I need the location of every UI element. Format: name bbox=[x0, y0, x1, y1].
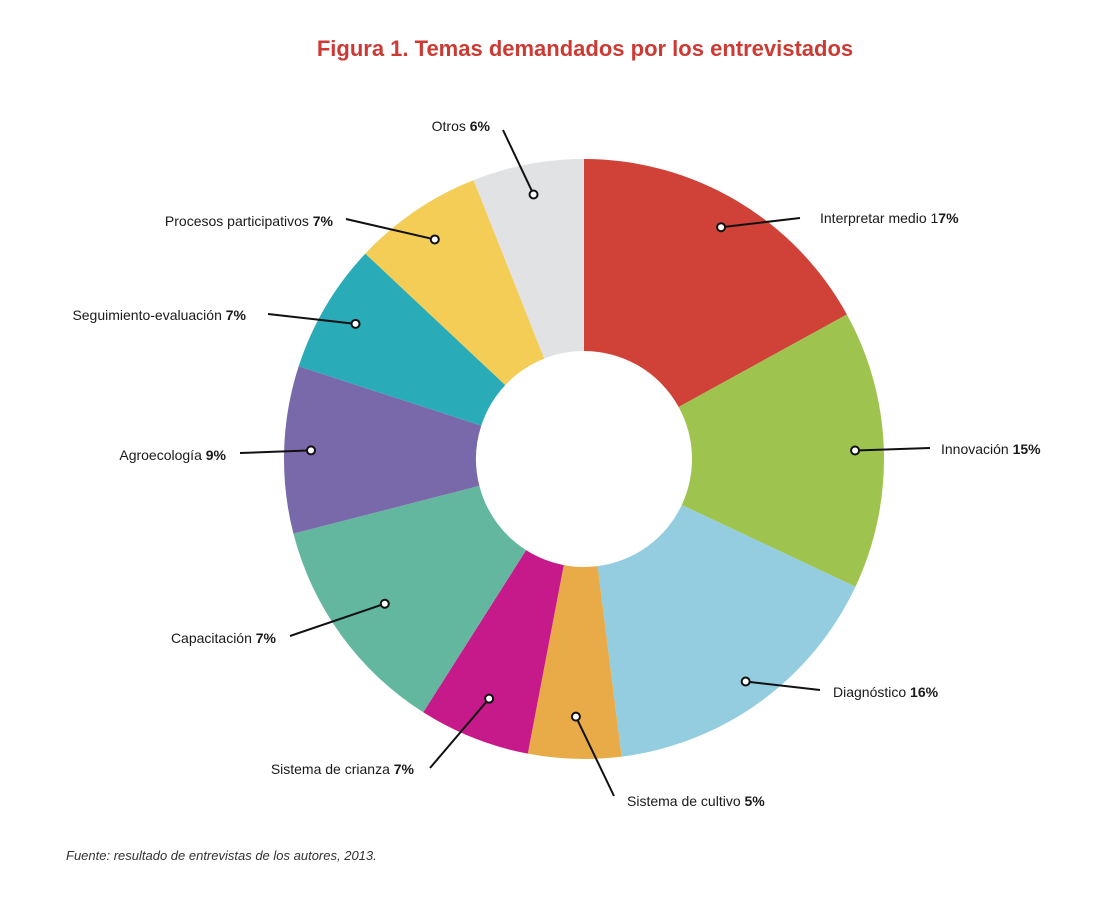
slice-label-percent: 5% bbox=[745, 793, 766, 809]
slice-label-6: Agroecología 9% bbox=[119, 447, 226, 463]
slice-label-9: Otros 6% bbox=[432, 118, 491, 134]
slice-8 bbox=[365, 180, 545, 386]
slice-label-name: Agroecología bbox=[119, 447, 205, 463]
slice-label-name: Sistema de crianza bbox=[271, 761, 394, 777]
slice-label-name: Capacitación bbox=[171, 630, 256, 646]
slice-label-5: Capacitación 7% bbox=[171, 630, 277, 646]
slice-label-name: Sistema de cultivo bbox=[627, 793, 745, 809]
leader-dot-0 bbox=[716, 222, 727, 233]
leader-dot-1 bbox=[850, 445, 861, 456]
slice-1 bbox=[678, 314, 885, 587]
slice-7 bbox=[298, 253, 506, 426]
slice-label-percent: 7% bbox=[938, 210, 959, 226]
slice-label-name: Innovación bbox=[941, 441, 1013, 457]
leader-line-0 bbox=[720, 217, 801, 229]
slice-label-percent: 7% bbox=[226, 307, 247, 323]
leader-line-2 bbox=[745, 680, 821, 691]
slice-label-percent: 7% bbox=[394, 761, 415, 777]
slice-label-percent: 7% bbox=[256, 630, 277, 646]
slice-label-2: Diagnóstico 16% bbox=[833, 684, 939, 700]
slice-2 bbox=[597, 504, 856, 757]
leader-dot-6 bbox=[306, 445, 317, 456]
slice-4 bbox=[423, 550, 564, 754]
slice-5 bbox=[293, 485, 527, 713]
slice-3 bbox=[527, 565, 622, 759]
leader-line-5 bbox=[289, 602, 386, 637]
slice-label-3: Sistema de cultivo 5% bbox=[627, 793, 765, 809]
leader-line-7 bbox=[267, 313, 356, 325]
slice-label-percent: 15% bbox=[1013, 441, 1042, 457]
slice-label-7: Seguimiento-evaluación 7% bbox=[72, 307, 246, 323]
leader-dot-2 bbox=[740, 676, 751, 687]
slice-label-name: Interpretar medio 1 bbox=[820, 210, 938, 226]
slice-label-name: Diagnóstico bbox=[833, 684, 910, 700]
leader-dot-3 bbox=[570, 711, 581, 722]
leader-line-9 bbox=[502, 129, 535, 195]
slice-label-0: Interpretar medio 17% bbox=[820, 210, 959, 226]
slice-0 bbox=[584, 159, 847, 407]
leader-dot-8 bbox=[429, 234, 440, 245]
slice-9 bbox=[473, 159, 584, 359]
leader-dot-5 bbox=[379, 598, 390, 609]
leader-line-4 bbox=[429, 698, 490, 769]
slice-6 bbox=[284, 366, 482, 534]
slice-label-1: Innovación 15% bbox=[941, 441, 1041, 457]
slice-label-percent: 9% bbox=[206, 447, 227, 463]
slice-label-percent: 16% bbox=[910, 684, 939, 700]
leader-line-1 bbox=[855, 447, 931, 452]
leader-line-6 bbox=[239, 449, 312, 454]
slice-label-8: Procesos participativos 7% bbox=[165, 213, 334, 229]
leader-dot-9 bbox=[528, 189, 539, 200]
slice-label-name: Seguimiento-evaluación bbox=[72, 307, 225, 323]
leader-dot-4 bbox=[484, 693, 495, 704]
leader-line-8 bbox=[345, 218, 436, 241]
chart-title: Figura 1. Temas demandados por los entre… bbox=[316, 36, 854, 61]
slice-label-4: Sistema de crianza 7% bbox=[271, 761, 415, 777]
slice-label-percent: 6% bbox=[470, 118, 491, 134]
leader-line-3 bbox=[575, 716, 615, 797]
slice-label-name: Otros bbox=[432, 118, 470, 134]
slice-label-name: Procesos participativos bbox=[165, 213, 313, 229]
source-note: Fuente: resultado de entrevistas de los … bbox=[66, 848, 377, 863]
slice-label-percent: 7% bbox=[313, 213, 334, 229]
leader-dot-7 bbox=[350, 318, 361, 329]
